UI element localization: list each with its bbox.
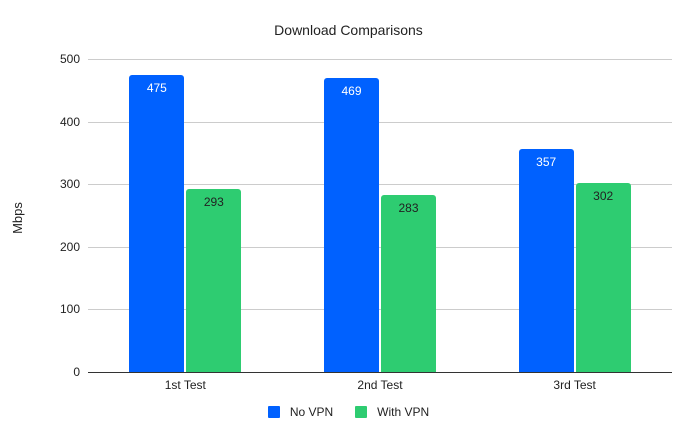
y-tick-label: 500 (59, 52, 80, 66)
gridline (88, 59, 672, 60)
bar-with-vpn[interactable]: 283 (381, 194, 436, 372)
y-tick-label: 300 (59, 177, 80, 192)
legend-swatch-icon (267, 406, 280, 418)
bar-value-label: 357 (536, 154, 557, 169)
legend-label: No VPN (289, 405, 334, 419)
legend-label: With VPN (377, 405, 430, 419)
plot-area: 0 100 200 300 400 500 475 293 1st Test 469 283 2nd … (60, 0, 672, 443)
bar-no-vpn[interactable]: 469 (324, 78, 379, 372)
y-tick-label: 200 (59, 239, 80, 254)
y-axis-label: Mbps (10, 202, 25, 234)
gridline (88, 309, 672, 311)
bar-value-label: 469 (341, 84, 362, 99)
bar-with-vpn[interactable]: 293 (186, 188, 242, 372)
legend-item[interactable]: No VPN (267, 405, 334, 419)
x-tick-label: 1st Test (164, 378, 206, 392)
bar-no-vpn[interactable]: 357 (518, 148, 574, 372)
bar-value-label: 293 (203, 194, 224, 209)
legend-item[interactable]: With VPN (355, 405, 429, 419)
y-tick-label: 0 (73, 365, 80, 379)
gridline (88, 372, 672, 373)
y-tick-label: 100 (59, 302, 80, 317)
legend-swatch-icon (355, 406, 368, 418)
bar-value-label: 283 (398, 200, 419, 215)
bar-value-label: 302 (593, 188, 614, 203)
bar-value-label: 475 (146, 80, 167, 95)
x-tick-label: 3rd Test (553, 378, 596, 392)
gridline (88, 121, 672, 123)
bar-with-vpn[interactable]: 302 (575, 182, 631, 372)
bar-no-vpn[interactable]: 475 (129, 74, 185, 372)
y-tick-label: 400 (59, 114, 80, 129)
chart-title: Download Comparisons (274, 22, 423, 38)
legend: No VPN With VPN (0, 405, 697, 419)
x-tick-label: 2nd Test (357, 378, 403, 392)
gridline (88, 246, 672, 248)
gridline (88, 184, 672, 186)
